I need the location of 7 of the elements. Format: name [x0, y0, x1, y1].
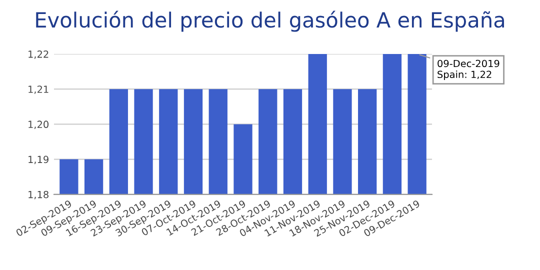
y-tick-label: 1,20	[28, 120, 48, 130]
y-tick-label: 1,22	[28, 50, 48, 59]
chart-title: Evolución del precio del gasóleo A en España	[36, 10, 504, 32]
y-tick-label: 1,18	[28, 190, 48, 200]
y-tick-label: 1,21	[28, 86, 48, 94]
y-tick-label: 1,19	[28, 156, 48, 164]
annotation: 09-Dec-2019 Spain: 1,22	[438, 60, 500, 80]
